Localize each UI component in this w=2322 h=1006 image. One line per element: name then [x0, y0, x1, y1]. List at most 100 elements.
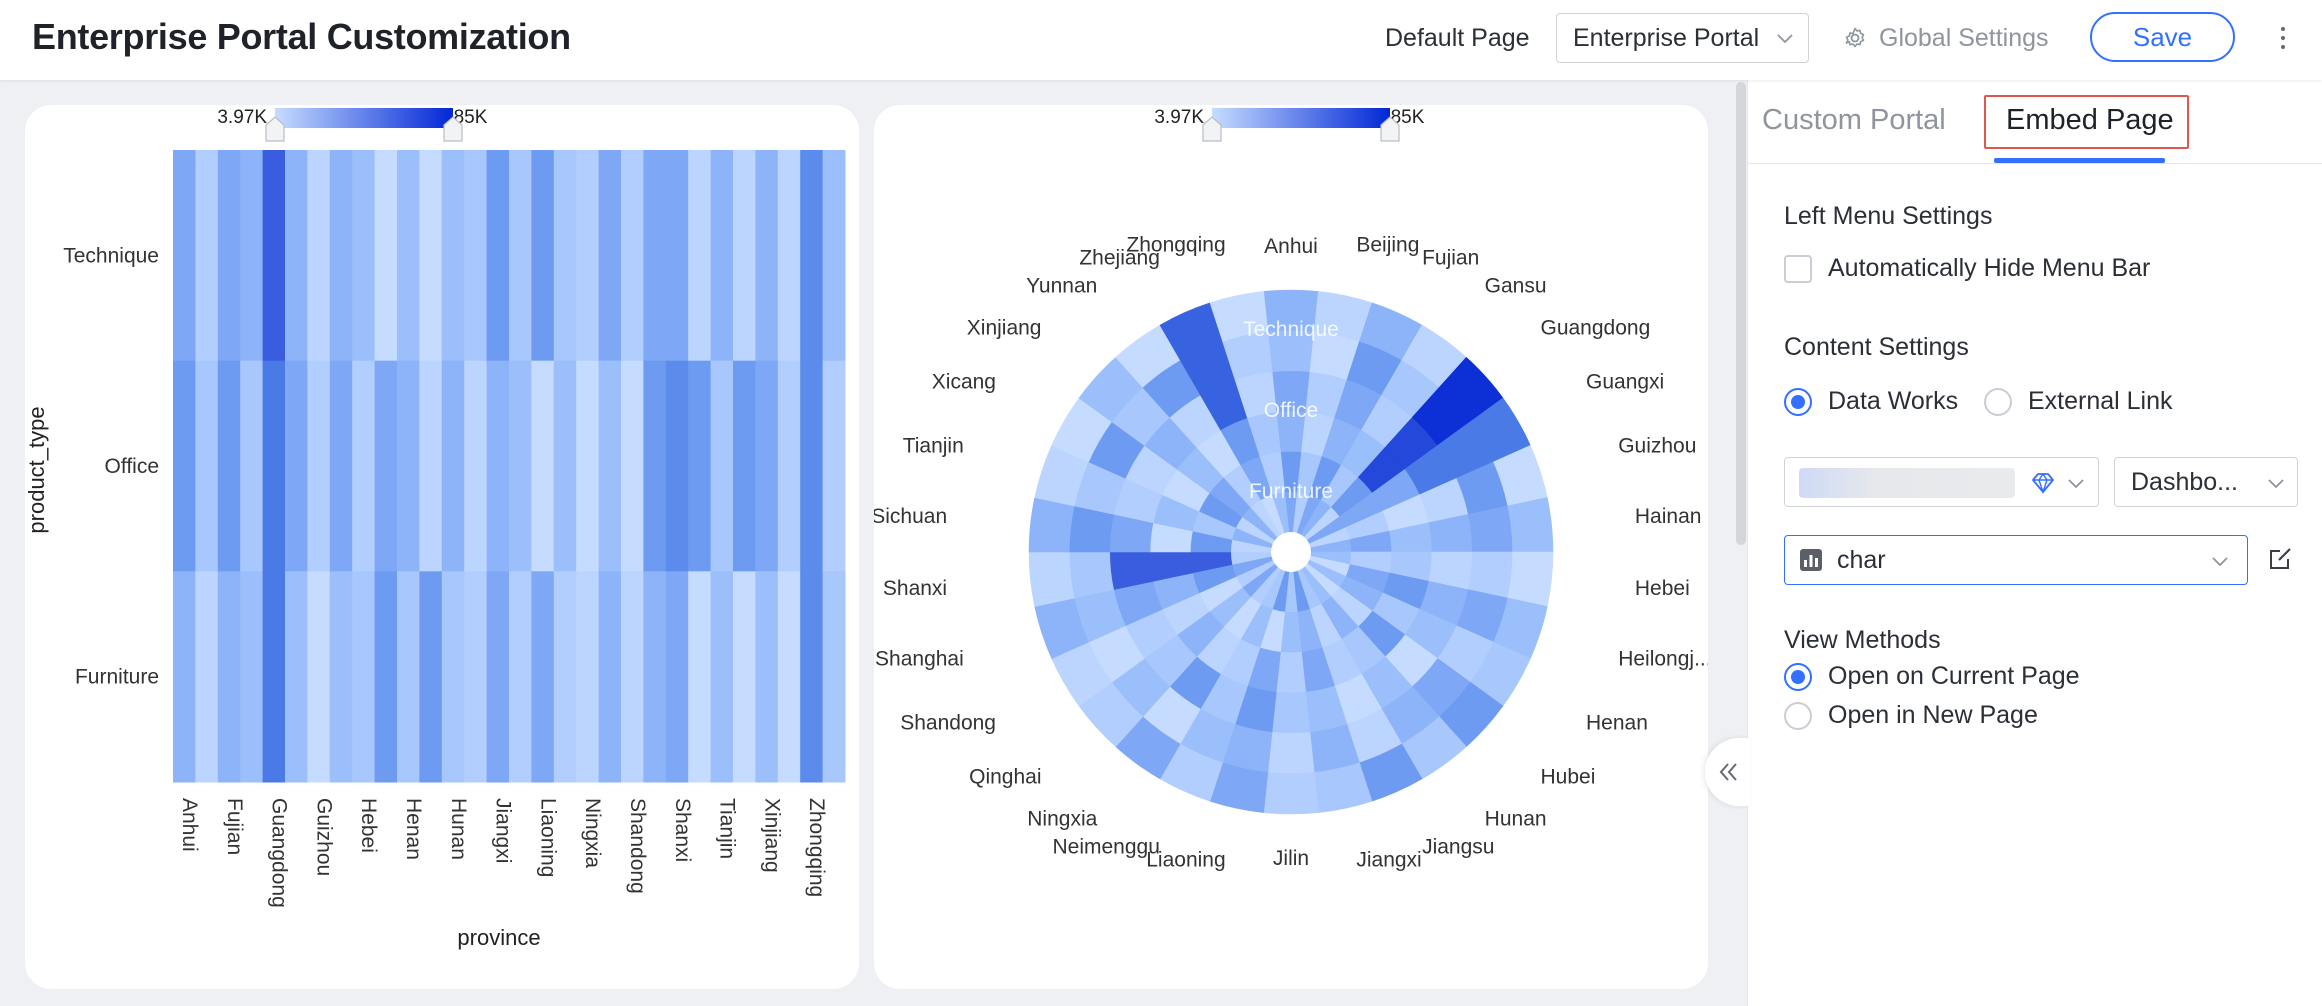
heatmap-cell — [262, 360, 286, 572]
heatmap-cell — [419, 571, 443, 783]
heatmap-cell — [262, 571, 286, 783]
active-tab-indicator — [1994, 158, 2165, 163]
x-tick-label: Fujian — [223, 798, 246, 855]
x-axis-title: province — [457, 925, 540, 950]
heatmap-cell — [598, 150, 622, 362]
heatmap-cell — [509, 150, 532, 362]
heatmap-cell — [374, 360, 398, 572]
chevron-down-icon — [2212, 557, 2228, 567]
angle-label: Shanxi — [883, 577, 947, 600]
content-option-data-works[interactable]: Data Works — [1784, 387, 1958, 416]
heatmap-cell — [621, 360, 644, 572]
auto-hide-menu-option[interactable]: Automatically Hide Menu Bar — [1784, 254, 2150, 283]
legend-gradient-bar — [275, 108, 453, 128]
heatmap-cell — [688, 150, 712, 362]
tab-embed-page[interactable]: Embed Page — [2006, 104, 2174, 136]
heatmap-cell — [217, 150, 241, 362]
heatmap-cell — [329, 150, 353, 362]
chart-select[interactable]: char — [1784, 535, 2248, 585]
polar-cell — [1468, 505, 1513, 553]
heatmap-cell — [486, 150, 510, 362]
x-tick-label: Jiangxi — [492, 798, 515, 863]
more-vertical-icon[interactable] — [2268, 20, 2298, 56]
x-tick-label: Hunan — [447, 798, 470, 860]
heatmap-cell — [307, 360, 331, 572]
heatmap-cell — [329, 360, 353, 572]
tab-highlight-box — [1984, 95, 2189, 149]
page-title: Enterprise Portal Customization — [32, 16, 571, 57]
new-page-label: Open in New Page — [1828, 701, 2038, 729]
default-page-label: Default Page — [1385, 24, 1530, 52]
external-link-radio[interactable] — [1984, 387, 2012, 416]
data-works-label: Data Works — [1828, 387, 1959, 415]
x-tick-label: Liaoning — [536, 798, 559, 877]
view-option-new-page[interactable]: Open in New Page — [1784, 701, 2038, 730]
heatmap-cell — [598, 360, 622, 572]
angle-label: Yunnan — [1026, 274, 1097, 297]
polar-cell — [1507, 551, 1554, 607]
new-page-radio[interactable] — [1784, 701, 1812, 730]
angle-label: Ningxia — [1027, 808, 1097, 831]
collapse-panel-button[interactable] — [1705, 738, 1750, 806]
heatmap-cell — [285, 150, 308, 362]
angle-label: Beijing — [1356, 234, 1419, 257]
heatmap-cell — [621, 571, 644, 783]
angle-label: Xicang — [932, 371, 996, 394]
angle-label: Henan — [1586, 711, 1648, 734]
heatmap-cell — [733, 571, 756, 783]
legend-min-handle — [265, 116, 285, 142]
polar-heatmap-card: 3.97K 885K Technique Office Furniture Anhui Be… — [874, 105, 1708, 989]
heatmap-cell — [285, 571, 308, 783]
data-works-radio[interactable] — [1784, 387, 1812, 416]
legend-min-handle — [1202, 116, 1222, 142]
heatmap-cell — [777, 571, 801, 783]
x-tick-label: Ningxia — [581, 798, 604, 868]
heatmap-cell — [531, 150, 555, 362]
auto-hide-checkbox[interactable] — [1784, 254, 1812, 283]
heatmap-cell — [710, 360, 734, 572]
save-button[interactable]: Save — [2090, 12, 2235, 62]
content-option-external-link[interactable]: External Link — [1984, 387, 2173, 416]
panel-tabs: Custom Portal Embed Page — [1748, 80, 2322, 164]
heatmap-cell — [733, 360, 756, 572]
heatmap-cell — [262, 150, 286, 362]
current-page-label: Open on Current Page — [1828, 662, 2080, 690]
x-tick-label: Guizhou — [312, 798, 335, 876]
heatmap-cell — [755, 150, 779, 362]
current-page-radio[interactable] — [1784, 662, 1812, 691]
angle-label: Guangdong — [1540, 316, 1650, 339]
heatmap-cell — [464, 150, 488, 362]
heatmap-cell — [464, 571, 488, 783]
left-menu-settings-title: Left Menu Settings — [1784, 202, 1993, 230]
legend-gradient-bar — [1212, 108, 1390, 128]
x-tick-label: Anhui — [178, 798, 201, 852]
tab-custom-portal[interactable]: Custom Portal — [1762, 104, 1946, 136]
global-settings-button[interactable]: Global Settings — [1843, 20, 2049, 56]
heatmap-cell — [643, 360, 667, 572]
heatmap-cell — [665, 571, 689, 783]
heatmap-cell — [464, 360, 488, 572]
angle-label: Sichuan — [874, 505, 947, 528]
angle-label: Guangxi — [1586, 371, 1664, 394]
gear-icon — [1845, 27, 1865, 48]
heatmap-cell — [755, 360, 779, 572]
canvas-scrollbar[interactable] — [1736, 82, 1746, 545]
heatmap-cell — [822, 571, 846, 783]
heatmap-cell — [553, 360, 577, 572]
heatmap-cell — [643, 150, 667, 362]
edit-icon[interactable] — [2268, 545, 2294, 571]
default-page-select[interactable]: Enterprise Portal — [1556, 13, 1809, 63]
heatmap-cell — [173, 360, 196, 572]
workspace-select[interactable] — [1784, 457, 2099, 507]
polar-cell — [1271, 691, 1311, 734]
view-option-current-page[interactable]: Open on Current Page — [1784, 662, 2080, 691]
legend-min-label: 3.97K — [1154, 107, 1204, 128]
angle-label: Hainan — [1635, 505, 1702, 528]
heatmap-cell — [531, 571, 555, 783]
radius-band-label: Furniture — [1249, 480, 1333, 503]
dashboard-select[interactable]: Dashbo... — [2114, 457, 2298, 507]
chevron-down-icon — [2068, 479, 2084, 489]
heatmap-cell — [352, 150, 376, 362]
heatmap-cell — [598, 571, 622, 783]
heatmap-cell — [441, 571, 465, 783]
